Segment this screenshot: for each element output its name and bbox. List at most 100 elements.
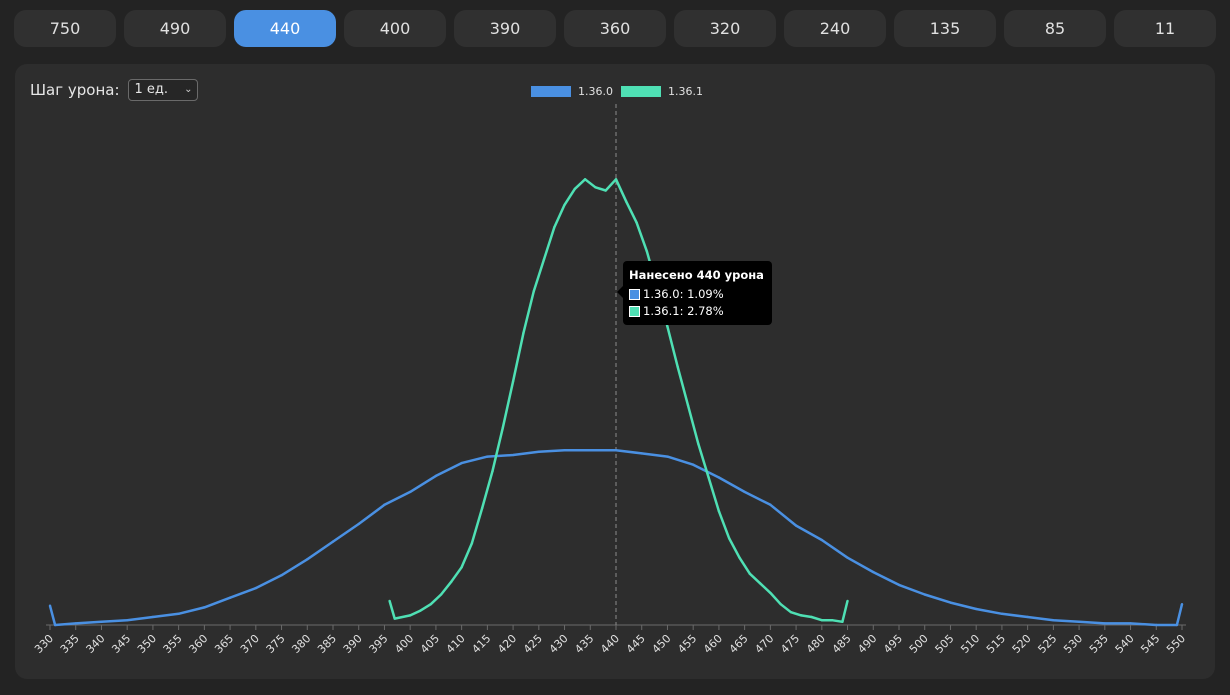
legend-swatch-1.36.0 (531, 86, 571, 97)
data-point-1.36.0 (331, 540, 335, 543)
legend-swatch-1.36.1 (621, 86, 661, 97)
data-point-1.36.1 (583, 178, 587, 181)
damage-step-label: Шаг урона: (30, 81, 120, 99)
data-point-1.36.1 (676, 365, 679, 369)
data-point-1.36.0 (794, 524, 798, 527)
data-point-1.36.1 (542, 258, 546, 261)
x-tick-label: 385 (315, 632, 339, 656)
data-point-1.36.0 (434, 474, 438, 478)
data-point-1.36.0 (1103, 622, 1107, 625)
data-point-1.36.1 (728, 537, 731, 540)
data-point-1.36.1 (393, 617, 396, 620)
data-point-1.36.1 (738, 556, 741, 559)
x-tick-label: 410 (444, 632, 468, 656)
value-tabs: 750 490 440 400 390 360 320 240 135 85 11 (14, 10, 1216, 48)
data-point-1.36.0 (974, 607, 978, 611)
data-point-1.36.0 (743, 490, 746, 494)
data-point-1.36.0 (280, 574, 283, 577)
data-point-1.36.1 (522, 331, 525, 335)
data-point-1.36.1 (604, 189, 607, 192)
x-tick-label: 365 (212, 632, 236, 656)
data-point-1.36.0 (717, 476, 721, 479)
data-point-1.36.1 (563, 203, 566, 207)
data-point-1.36.0 (48, 604, 52, 607)
data-point-1.36.1 (511, 380, 515, 383)
data-point-1.36.1 (573, 187, 577, 191)
data-point-1.36.1 (470, 542, 474, 545)
tab-135[interactable]: 135 (894, 10, 996, 47)
x-tick-label: 445 (624, 632, 648, 656)
x-tick-label: 475 (778, 632, 802, 656)
data-point-1.36.1 (800, 614, 803, 617)
tab-240[interactable]: 240 (784, 10, 886, 47)
x-tick-label: 395 (367, 632, 391, 656)
data-point-1.36.1 (666, 325, 669, 328)
x-tick-label: 345 (109, 632, 133, 656)
tab-320[interactable]: 320 (674, 10, 776, 47)
tab-390[interactable]: 390 (454, 10, 556, 47)
data-point-1.36.0 (228, 596, 232, 599)
data-point-1.36.1 (491, 469, 494, 473)
damage-distribution-chart[interactable]: 330 335 340 345 350 355 360 365 370 375 380 385 390 3… (15, 64, 1215, 679)
data-point-1.36.0 (614, 449, 618, 452)
data-point-1.36.0 (923, 593, 926, 596)
tab-490[interactable]: 490 (124, 10, 226, 47)
data-point-1.36.1 (553, 226, 556, 229)
x-tick-label: 460 (701, 632, 725, 656)
x-tick-label: 510 (958, 632, 982, 656)
data-point-1.36.0 (1175, 623, 1179, 627)
data-point-1.36.1 (635, 221, 638, 224)
data-point-1.36.0 (563, 449, 566, 452)
x-tick-label: 540 (1113, 632, 1137, 656)
data-point-1.36.1 (697, 442, 700, 446)
tab-400[interactable]: 400 (344, 10, 446, 47)
x-tick-label: 430 (547, 632, 571, 656)
x-tick-label: 470 (752, 632, 776, 656)
tooltip-row-1360: 1.36.0: 1.09% (629, 286, 764, 303)
x-tick-label: 490 (855, 632, 879, 656)
data-point-1.36.0 (511, 453, 515, 457)
data-point-1.36.0 (177, 612, 180, 615)
data-point-1.36.1 (707, 476, 710, 479)
x-tick-label: 435 (572, 632, 596, 656)
tab-750[interactable]: 750 (14, 10, 116, 47)
data-point-1.36.1 (614, 178, 618, 181)
data-point-1.36.1 (789, 610, 793, 614)
x-tick-label: 420 (495, 632, 519, 656)
data-point-1.36.0 (1052, 618, 1055, 622)
tab-360[interactable]: 360 (564, 10, 666, 47)
x-tick-label: 500 (907, 632, 931, 656)
damage-step-value: 1 ед. (134, 82, 169, 97)
chart-tooltip: Нанесено 440 урона 1.36.0: 1.09% 1.36.1:… (617, 261, 772, 325)
x-tick-label: 350 (135, 632, 159, 656)
legend-label-1.36.0: 1.36.0 (578, 85, 613, 98)
data-point-1.36.0 (1129, 622, 1132, 625)
tooltip-row-1361: 1.36.1: 2.78% (629, 303, 764, 320)
tab-11[interactable]: 11 (1114, 10, 1216, 47)
legend-label-1.36.1: 1.36.1 (668, 85, 703, 98)
x-tick-label: 545 (1138, 632, 1162, 656)
data-point-1.36.1 (830, 618, 834, 622)
x-tick-label: 355 (161, 632, 185, 656)
x-tick-label: 495 (881, 632, 905, 656)
chart-panel: Шаг урона: 1 ед. ⌄ 330 335 340 345 350 355 360… (15, 64, 1215, 679)
tab-440[interactable]: 440 (234, 10, 336, 47)
data-point-1.36.0 (872, 570, 875, 574)
x-tick-label: 550 (1164, 632, 1188, 656)
data-point-1.36.1 (686, 404, 690, 407)
data-point-1.36.1 (645, 250, 649, 253)
data-point-1.36.0 (460, 461, 463, 465)
damage-step-select[interactable]: 1 ед. ⌄ (127, 79, 198, 101)
x-tick-label: 340 (84, 632, 108, 656)
data-point-1.36.0 (769, 503, 772, 506)
data-point-1.36.1 (758, 582, 762, 585)
x-tick-label: 415 (469, 632, 493, 656)
x-tick-label: 360 (186, 632, 210, 656)
data-point-1.36.1 (841, 620, 844, 623)
x-tick-label: 515 (984, 632, 1008, 656)
data-point-1.36.0 (691, 463, 695, 466)
tab-85[interactable]: 85 (1004, 10, 1106, 47)
x-tick-label: 455 (675, 632, 699, 656)
x-tick-label: 440 (598, 632, 622, 656)
tooltip-value-1360: 1.36.0: 1.09% (643, 287, 724, 301)
